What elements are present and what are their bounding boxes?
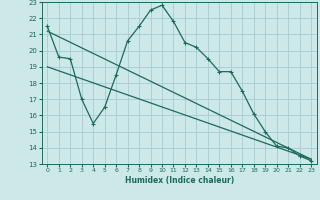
X-axis label: Humidex (Indice chaleur): Humidex (Indice chaleur) bbox=[124, 176, 234, 185]
